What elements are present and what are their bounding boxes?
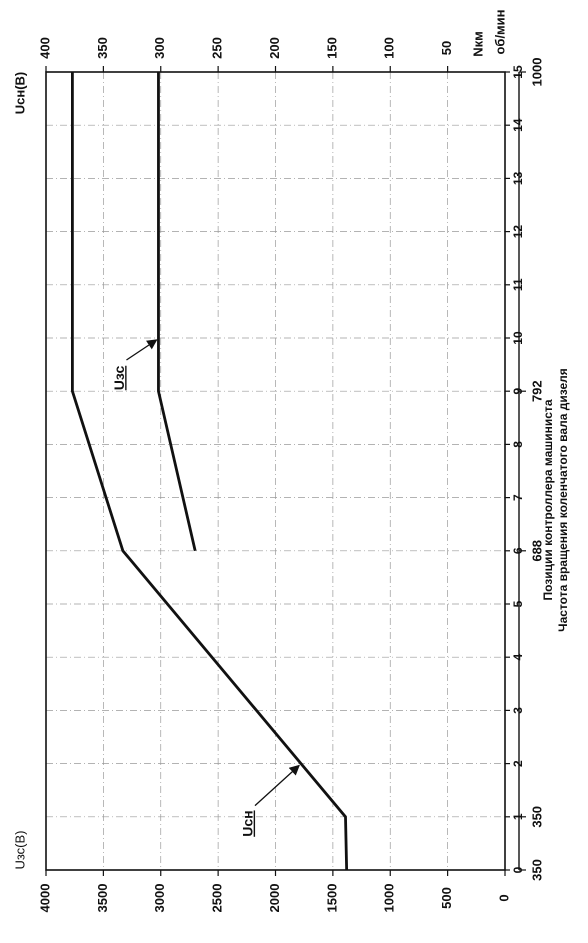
- rpm-tick-label: 350: [529, 806, 544, 828]
- left-axis-tick-label: 3000: [152, 884, 167, 913]
- position-tick-label: 6: [511, 547, 525, 554]
- rpm-tick-label: 688: [529, 540, 544, 562]
- position-tick-label: 5: [511, 600, 525, 607]
- position-tick-label: 11: [511, 278, 525, 291]
- grid-lines: [46, 72, 505, 870]
- position-tick-label: 2: [511, 760, 525, 767]
- right-axis-tick-label: 50: [439, 41, 454, 55]
- rpm-tick-label: 792: [529, 380, 544, 402]
- left-axis-tick-label: 1000: [382, 884, 397, 913]
- right-axis-tick-label: 200: [267, 37, 282, 59]
- x-axis-secondary-title: Частота вращения коленчатого вала дизеля: [556, 368, 570, 632]
- rpm-tick-label: 350: [529, 859, 544, 881]
- tick-labels: 0500100015002000250030003500400050100150…: [12, 9, 570, 912]
- series-lines: [70, 72, 349, 871]
- left-axis-tick-label: 1500: [324, 884, 339, 913]
- right-axis-tick-label: 250: [210, 37, 225, 59]
- series-line-uzc: [157, 72, 197, 552]
- position-tick-label: 7: [511, 494, 525, 501]
- series-annotations: Uсн Uзс: [111, 339, 300, 837]
- position-tick-label: 10: [511, 331, 525, 345]
- right-axis-tick-label: 350: [95, 37, 110, 59]
- left-axis-tick-label: 2000: [267, 884, 282, 913]
- left-axis-tick-label: 0: [496, 894, 511, 901]
- right-axis-tick-label: 300: [152, 37, 167, 59]
- position-tick-label: 15: [511, 65, 525, 79]
- annotation-label: Uсн: [240, 810, 256, 836]
- position-tick-label: 3: [511, 707, 525, 714]
- annotation-arrow: [254, 764, 300, 807]
- annotation-arrow: [126, 339, 158, 361]
- right-axis-tick-label: 400: [37, 37, 52, 59]
- right-axis-tick-label: 100: [382, 37, 397, 59]
- left-axis-tick-label: 2500: [210, 884, 225, 913]
- left-axis-tick-label: 3500: [95, 884, 110, 913]
- position-tick-label: 13: [511, 171, 525, 185]
- left-axis-tick-label: 500: [439, 887, 454, 909]
- right-axis-title: Uсн(В): [12, 72, 27, 115]
- series-line-ucn: [70, 72, 349, 871]
- position-tick-label: 0: [511, 866, 525, 873]
- axis-ticks: [45, 66, 526, 876]
- position-tick-label: 8: [511, 441, 525, 448]
- position-axis-end-label: Nкм: [470, 31, 485, 57]
- x-axis-title: Позиции контроллера машиниста: [541, 399, 555, 600]
- left-axis-tick-label: 4000: [37, 884, 52, 913]
- position-tick-label: 14: [511, 118, 525, 132]
- rpm-tick-label: 1000: [529, 58, 544, 87]
- right-axis-tick-label: 150: [324, 37, 339, 59]
- position-tick-label: 9: [511, 388, 525, 395]
- position-tick-label: 1: [511, 813, 525, 820]
- left-axis-title: Uзс(В): [12, 830, 27, 869]
- position-tick-label: 4: [511, 654, 525, 661]
- annotation-label: Uзс: [111, 366, 127, 391]
- rpm-unit-label: об/мин: [492, 9, 507, 54]
- position-tick-label: 12: [511, 225, 525, 239]
